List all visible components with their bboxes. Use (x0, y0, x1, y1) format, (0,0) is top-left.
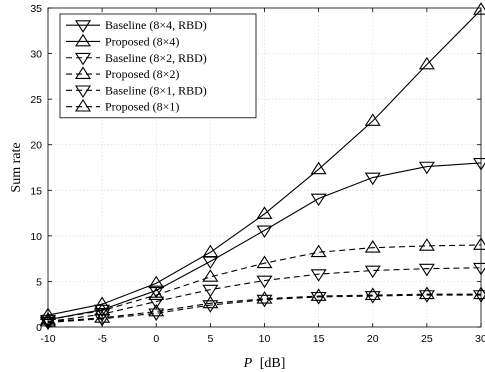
series-1-point-1 (94, 296, 111, 310)
series-1-point-8 (472, 2, 485, 15)
axis-ticks: -10 -5 0 5 10 15 20 25 30 0 5 10 15 20 25 30 35 (30, 3, 485, 345)
series-3-point-5 (310, 244, 327, 258)
legend-label-5: Proposed (8×1) (105, 100, 179, 114)
series-5-point-5 (310, 288, 327, 301)
series-3-point-2 (148, 287, 165, 300)
legend: Baseline (8×4, RBD) Proposed (8×4) Baselin… (59, 13, 257, 119)
legend-item-4: Baseline (8×1, RBD) (66, 83, 207, 99)
series-2-point-8 (472, 262, 485, 276)
series-3-point-7 (418, 238, 435, 251)
series-line-0 (47, 162, 482, 321)
series-1-point-3 (202, 244, 219, 258)
legend-box (59, 13, 257, 119)
legend-marker-3 (74, 66, 92, 79)
series-layer (39, 2, 485, 331)
series-0-point-4 (256, 225, 273, 239)
series-3-point-3 (202, 269, 219, 282)
y-tick-label-0: 0 (36, 322, 42, 334)
series-5-point-7 (418, 286, 435, 300)
series-2-point-7 (418, 263, 435, 277)
legend-label-4: Baseline (8×1, RBD) (105, 83, 207, 97)
legend-item-2: Baseline (8×2, RBD) (66, 51, 207, 66)
legend-label-2: Baseline (8×2, RBD) (105, 51, 207, 65)
x-tick-label-3: 5 (207, 333, 213, 345)
series-1-point-6 (364, 113, 381, 126)
series-4-point-4 (256, 294, 273, 308)
series-2-point-6 (364, 265, 381, 279)
x-tick-label-5: 15 (313, 333, 325, 345)
series-4-point-6 (364, 291, 381, 304)
legend-label-0: Baseline (8×4, RBD) (105, 18, 207, 32)
series-line-3 (47, 244, 482, 321)
y-axis-label: Sum rate (9, 142, 24, 192)
y-tick-label-6: 30 (30, 49, 42, 61)
x-tick-label-8: 30 (475, 333, 485, 345)
series-4-point-3 (202, 300, 219, 313)
legend-label-3: Proposed (8×2) (105, 67, 179, 81)
series-5-point-4 (256, 291, 273, 304)
series-line-2 (47, 267, 482, 323)
series-3-point-6 (364, 240, 381, 253)
legend-item-3: Proposed (8×2) (66, 66, 179, 81)
series-line-4 (47, 294, 481, 323)
series-4-point-2 (148, 308, 165, 322)
y-tick-label-5: 25 (30, 94, 42, 106)
x-tick-label-1: -5 (97, 333, 106, 345)
legend-marker-5 (74, 98, 92, 112)
legend-marker-4 (74, 85, 92, 99)
series-0-point-2 (148, 285, 165, 299)
legend-marker-1 (74, 33, 92, 47)
y-tick-label-4: 20 (30, 140, 42, 152)
legend-item-5: Proposed (8×1) (66, 98, 179, 114)
series-1-point-4 (256, 206, 273, 219)
x-axis-label-symbol: P (243, 356, 253, 371)
series-0 (39, 158, 485, 328)
series-4-point-7 (418, 290, 435, 303)
series-1-point-7 (418, 56, 435, 70)
x-tick-label-2: 0 (153, 333, 159, 345)
series-3-point-8 (472, 237, 485, 250)
series-2-point-3 (202, 284, 219, 298)
y-tick-label-7: 35 (30, 3, 42, 15)
series-0-point-7 (418, 161, 435, 175)
legend-marker-2 (74, 52, 92, 66)
series-0-point-8 (472, 158, 485, 171)
series-5-point-6 (364, 287, 381, 300)
series-0-point-6 (364, 172, 381, 186)
series-4-point-5 (310, 292, 327, 305)
series-3 (39, 237, 485, 325)
y-tick-label-2: 10 (30, 231, 42, 243)
series-3-point-4 (256, 255, 273, 269)
series-5 (39, 286, 485, 327)
legend-item-0: Baseline (8×4, RBD) (66, 18, 207, 33)
series-line-5 (47, 293, 481, 323)
x-axis-label: P [dB] (243, 356, 286, 371)
series-5-point-2 (148, 303, 165, 317)
series-5-point-1 (94, 310, 111, 323)
series-4-point-1 (94, 313, 111, 327)
y-tick-label-3: 15 (30, 185, 42, 197)
x-tick-label-7: 25 (421, 333, 433, 345)
legend-item-1: Proposed (8×4) (66, 33, 179, 48)
x-tick-label-4: 10 (259, 333, 271, 345)
legend-label-1: Proposed (8×4) (105, 34, 179, 48)
y-tick-label-1: 5 (36, 276, 42, 288)
axis-titles: P [dB] Sum rate (9, 142, 285, 371)
series-2-point-2 (148, 296, 165, 310)
series-line-1 (47, 9, 482, 316)
series-1-point-5 (310, 161, 327, 175)
x-tick-label-0: -10 (40, 333, 55, 345)
series-2-point-5 (310, 269, 327, 282)
series-5-point-3 (202, 295, 219, 309)
x-tick-label-6: 20 (367, 333, 379, 345)
x-axis-label-unit: [dB] (260, 356, 286, 371)
series-0-point-5 (310, 193, 327, 207)
series-2-point-4 (256, 275, 273, 289)
legend-marker-0 (74, 20, 92, 33)
